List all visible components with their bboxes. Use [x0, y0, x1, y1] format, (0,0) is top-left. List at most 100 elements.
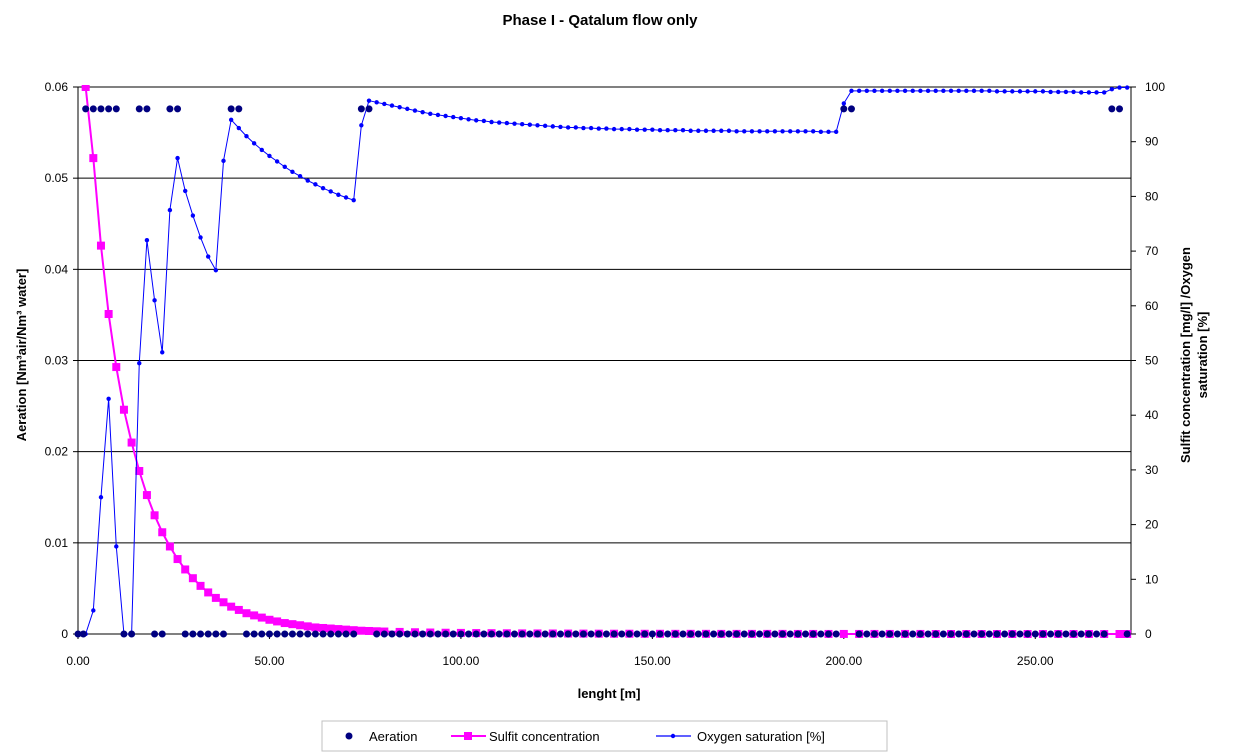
x-tick-label: 250.00	[1017, 654, 1054, 668]
aeration-point	[174, 105, 182, 113]
aeration-point	[947, 630, 955, 638]
oxygen-point	[948, 88, 954, 94]
oxygen-point	[941, 88, 946, 94]
oxygen-point	[588, 125, 594, 131]
sulfit-point	[81, 85, 90, 91]
aeration-point	[135, 105, 143, 113]
oxygen-point	[405, 106, 410, 112]
oxygen-point	[213, 268, 219, 273]
aeration-point	[97, 105, 105, 113]
oxygen-point	[657, 128, 663, 133]
aeration-point	[204, 630, 212, 638]
sulfit-point	[219, 598, 228, 607]
x-tick-label: 150.00	[634, 654, 671, 668]
aeration-point	[886, 630, 894, 638]
oxygen-point	[611, 126, 617, 132]
sulfit-point	[242, 609, 251, 618]
sulfit-point	[357, 626, 366, 635]
aeration-point	[978, 630, 986, 638]
oxygen-point	[343, 195, 349, 200]
oxygen-point	[680, 128, 686, 133]
oxygen-point	[1117, 85, 1122, 90]
oxygen-point	[826, 129, 831, 135]
oxygen-point	[91, 608, 96, 613]
aeration-point	[480, 630, 488, 638]
aeration-point	[1001, 630, 1009, 638]
aeration-point	[549, 630, 557, 638]
y-right-tick-label: 90	[1145, 135, 1159, 149]
aeration-point	[74, 630, 82, 638]
oxygen-point	[1109, 86, 1115, 92]
aeration-point	[220, 630, 228, 638]
oxygen-point	[810, 129, 816, 134]
aeration-point	[671, 630, 679, 638]
oxygen-point	[167, 207, 173, 213]
aeration-point	[625, 630, 633, 638]
sulfit-point	[104, 310, 113, 319]
oxygen-point	[1017, 89, 1023, 94]
y-right-tick-label: 50	[1145, 354, 1159, 368]
oxygen-point	[634, 127, 640, 132]
oxygen-point	[565, 125, 571, 130]
oxygen-point	[987, 88, 992, 94]
sulfit-point	[365, 626, 374, 635]
oxygen-point	[366, 98, 372, 103]
y-right-tick-label: 20	[1145, 518, 1159, 532]
oxygen-point	[795, 129, 801, 134]
aeration-point	[1116, 105, 1124, 113]
oxygen-point	[535, 123, 540, 128]
oxygen-point	[1025, 89, 1030, 94]
oxygen-point	[274, 159, 280, 164]
aeration-point	[311, 630, 319, 638]
aeration-point	[1093, 630, 1101, 638]
oxygen-point	[443, 113, 448, 119]
oxygen-point	[474, 118, 479, 123]
oxygen-point	[872, 88, 877, 94]
aeration-point	[128, 630, 136, 638]
sulfit-point	[112, 363, 121, 372]
sulfit-point	[303, 622, 312, 631]
aeration-point	[664, 630, 672, 638]
x-tick-label: 50.00	[254, 654, 284, 668]
oxygen-point	[910, 88, 915, 94]
aeration-point	[465, 630, 473, 638]
aeration-point	[533, 630, 541, 638]
x-tick-label: 100.00	[443, 654, 480, 668]
oxygen-point	[267, 153, 272, 159]
oxygen-point	[703, 128, 709, 133]
aeration-point	[411, 630, 419, 638]
sulfit-point	[250, 611, 259, 620]
aeration-point	[1108, 105, 1116, 113]
oxygen-point	[642, 127, 647, 132]
x-tick-label: 200.00	[825, 654, 862, 668]
aeration-point	[610, 630, 618, 638]
aeration-point	[825, 630, 833, 638]
oxygen-point	[297, 173, 303, 179]
oxygen-point	[504, 120, 510, 126]
oxygen-point	[1048, 89, 1053, 95]
aeration-point	[962, 630, 970, 638]
sulfit-point	[280, 619, 289, 628]
oxygen-point	[313, 182, 318, 187]
aeration-point	[242, 630, 250, 638]
sulfit-point	[349, 626, 358, 635]
sulfit-point	[211, 593, 220, 602]
aeration-point	[235, 105, 243, 113]
y-left-tick-label: 0.04	[45, 262, 69, 276]
sulfit-point	[196, 581, 205, 590]
oxygen-point	[351, 198, 356, 203]
aeration-point	[79, 630, 87, 638]
oxygen-point	[864, 88, 869, 94]
series-layer	[74, 85, 1132, 638]
aeration-point	[1016, 630, 1024, 638]
sulfit-point	[165, 542, 174, 551]
aeration-point	[779, 630, 787, 638]
aeration-point	[541, 630, 549, 638]
oxygen-point	[650, 127, 655, 132]
aeration-point	[970, 630, 978, 638]
oxygen-point	[1010, 89, 1015, 94]
aeration-point	[82, 105, 90, 113]
y-left-tick-label: 0.03	[45, 354, 69, 368]
oxygen-point	[772, 129, 778, 134]
